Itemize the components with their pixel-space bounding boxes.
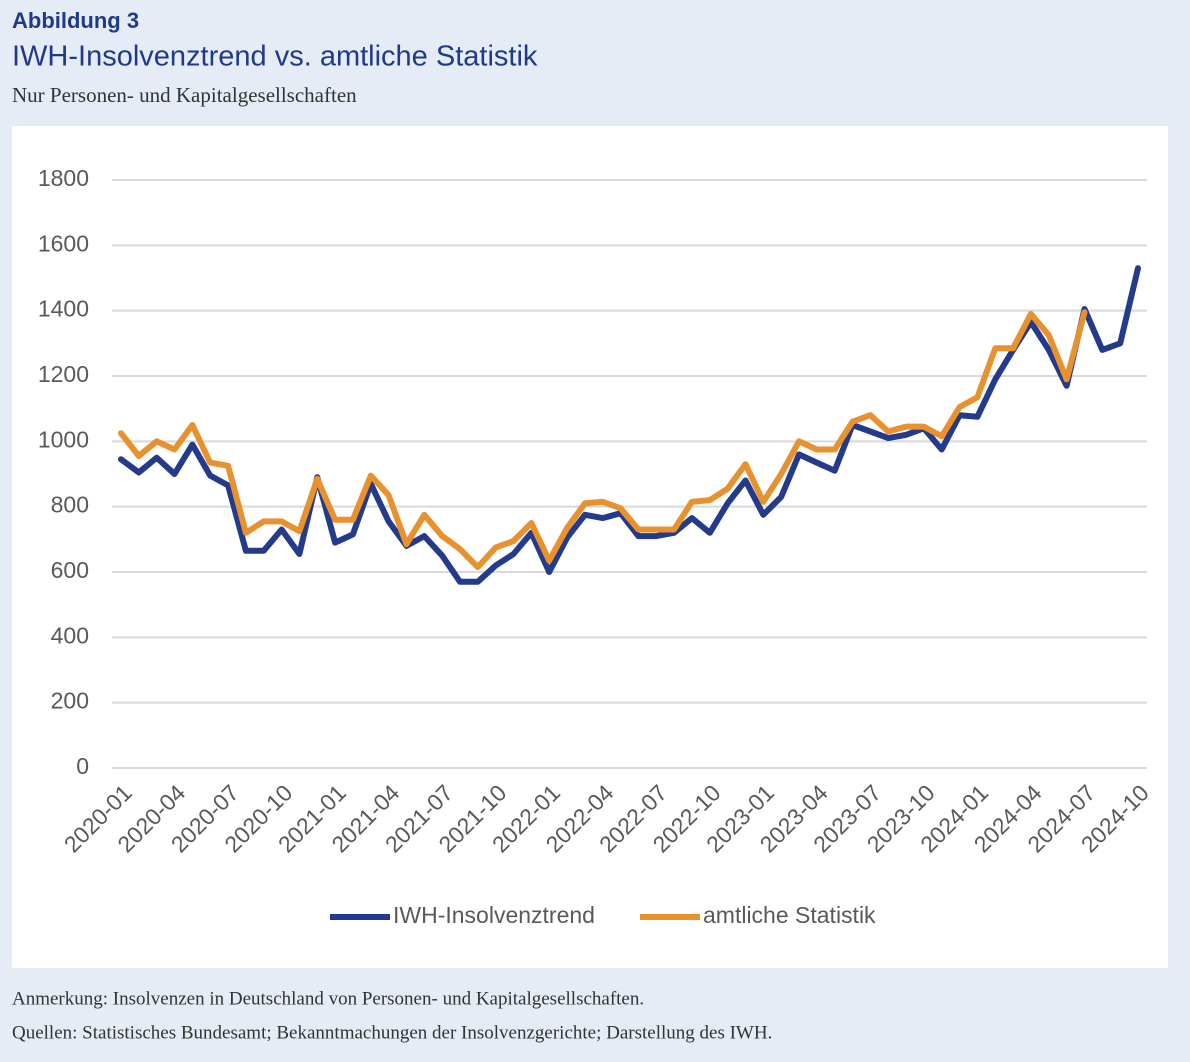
legend-label: amtliche Statistik [703, 902, 876, 928]
source: Quellen: Statistisches Bundesamt; Bekann… [12, 1022, 772, 1043]
y-tick-label: 800 [51, 492, 89, 518]
y-tick-label: 1600 [38, 230, 89, 256]
note: Anmerkung: Insolvenzen in Deutschland vo… [12, 988, 644, 1009]
chart-subtitle: Nur Personen- und Kapitalgesellschaften [12, 83, 357, 107]
legend-label: IWH-Insolvenztrend [393, 902, 595, 928]
chart-title: IWH-Insolvenztrend vs. amtliche Statisti… [12, 41, 538, 73]
y-tick-label: 1800 [38, 165, 89, 191]
y-tick-label: 1400 [38, 296, 89, 322]
y-tick-label: 1200 [38, 361, 89, 387]
y-tick-label: 200 [51, 688, 89, 714]
y-tick-label: 1000 [38, 426, 89, 452]
y-tick-label: 0 [76, 753, 89, 779]
series-line [118, 309, 1088, 571]
plot-panel [12, 126, 1168, 968]
y-tick-label: 600 [51, 557, 89, 583]
series-line [118, 265, 1141, 585]
y-tick-label: 400 [51, 622, 89, 648]
figure-label: Abbildung 3 [12, 8, 139, 33]
